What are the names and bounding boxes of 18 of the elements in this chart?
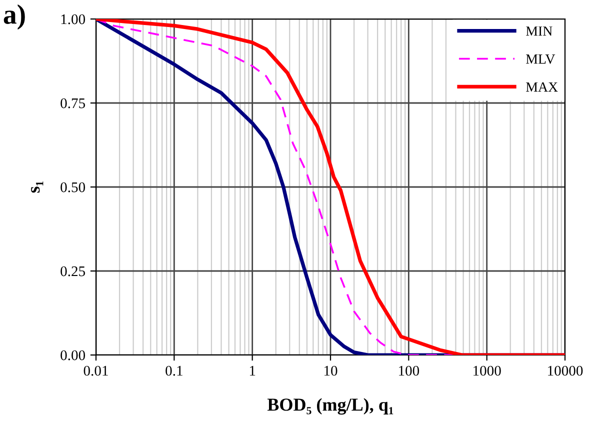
x-tick-label: 1000 xyxy=(474,366,501,376)
y-tick-label: 0.75 xyxy=(60,98,86,108)
y-tick-label: 0.50 xyxy=(60,182,86,192)
y-tick-label: 0.25 xyxy=(60,266,86,276)
x-tick-label: 0.01 xyxy=(84,366,108,376)
text: a) xyxy=(4,4,25,30)
x-tick-label: 0.1 xyxy=(166,366,182,376)
legend-label: MLV xyxy=(526,54,556,64)
x-tick-label: 1 xyxy=(250,366,256,376)
legend-label: MAX xyxy=(526,82,558,92)
y-tick-label: 1.00 xyxy=(61,14,86,24)
x-tick-label: 10 xyxy=(324,366,338,376)
y-axis-title: s₁ xyxy=(31,181,44,193)
x-tick-label: 10000 xyxy=(548,366,583,376)
legend-label: MIN xyxy=(526,26,552,36)
x-tick-label: 100 xyxy=(399,366,420,376)
y-tick-label: 0.00 xyxy=(60,350,86,360)
x-axis-title: BOD₅ (mg/L), q₁ xyxy=(267,398,394,415)
